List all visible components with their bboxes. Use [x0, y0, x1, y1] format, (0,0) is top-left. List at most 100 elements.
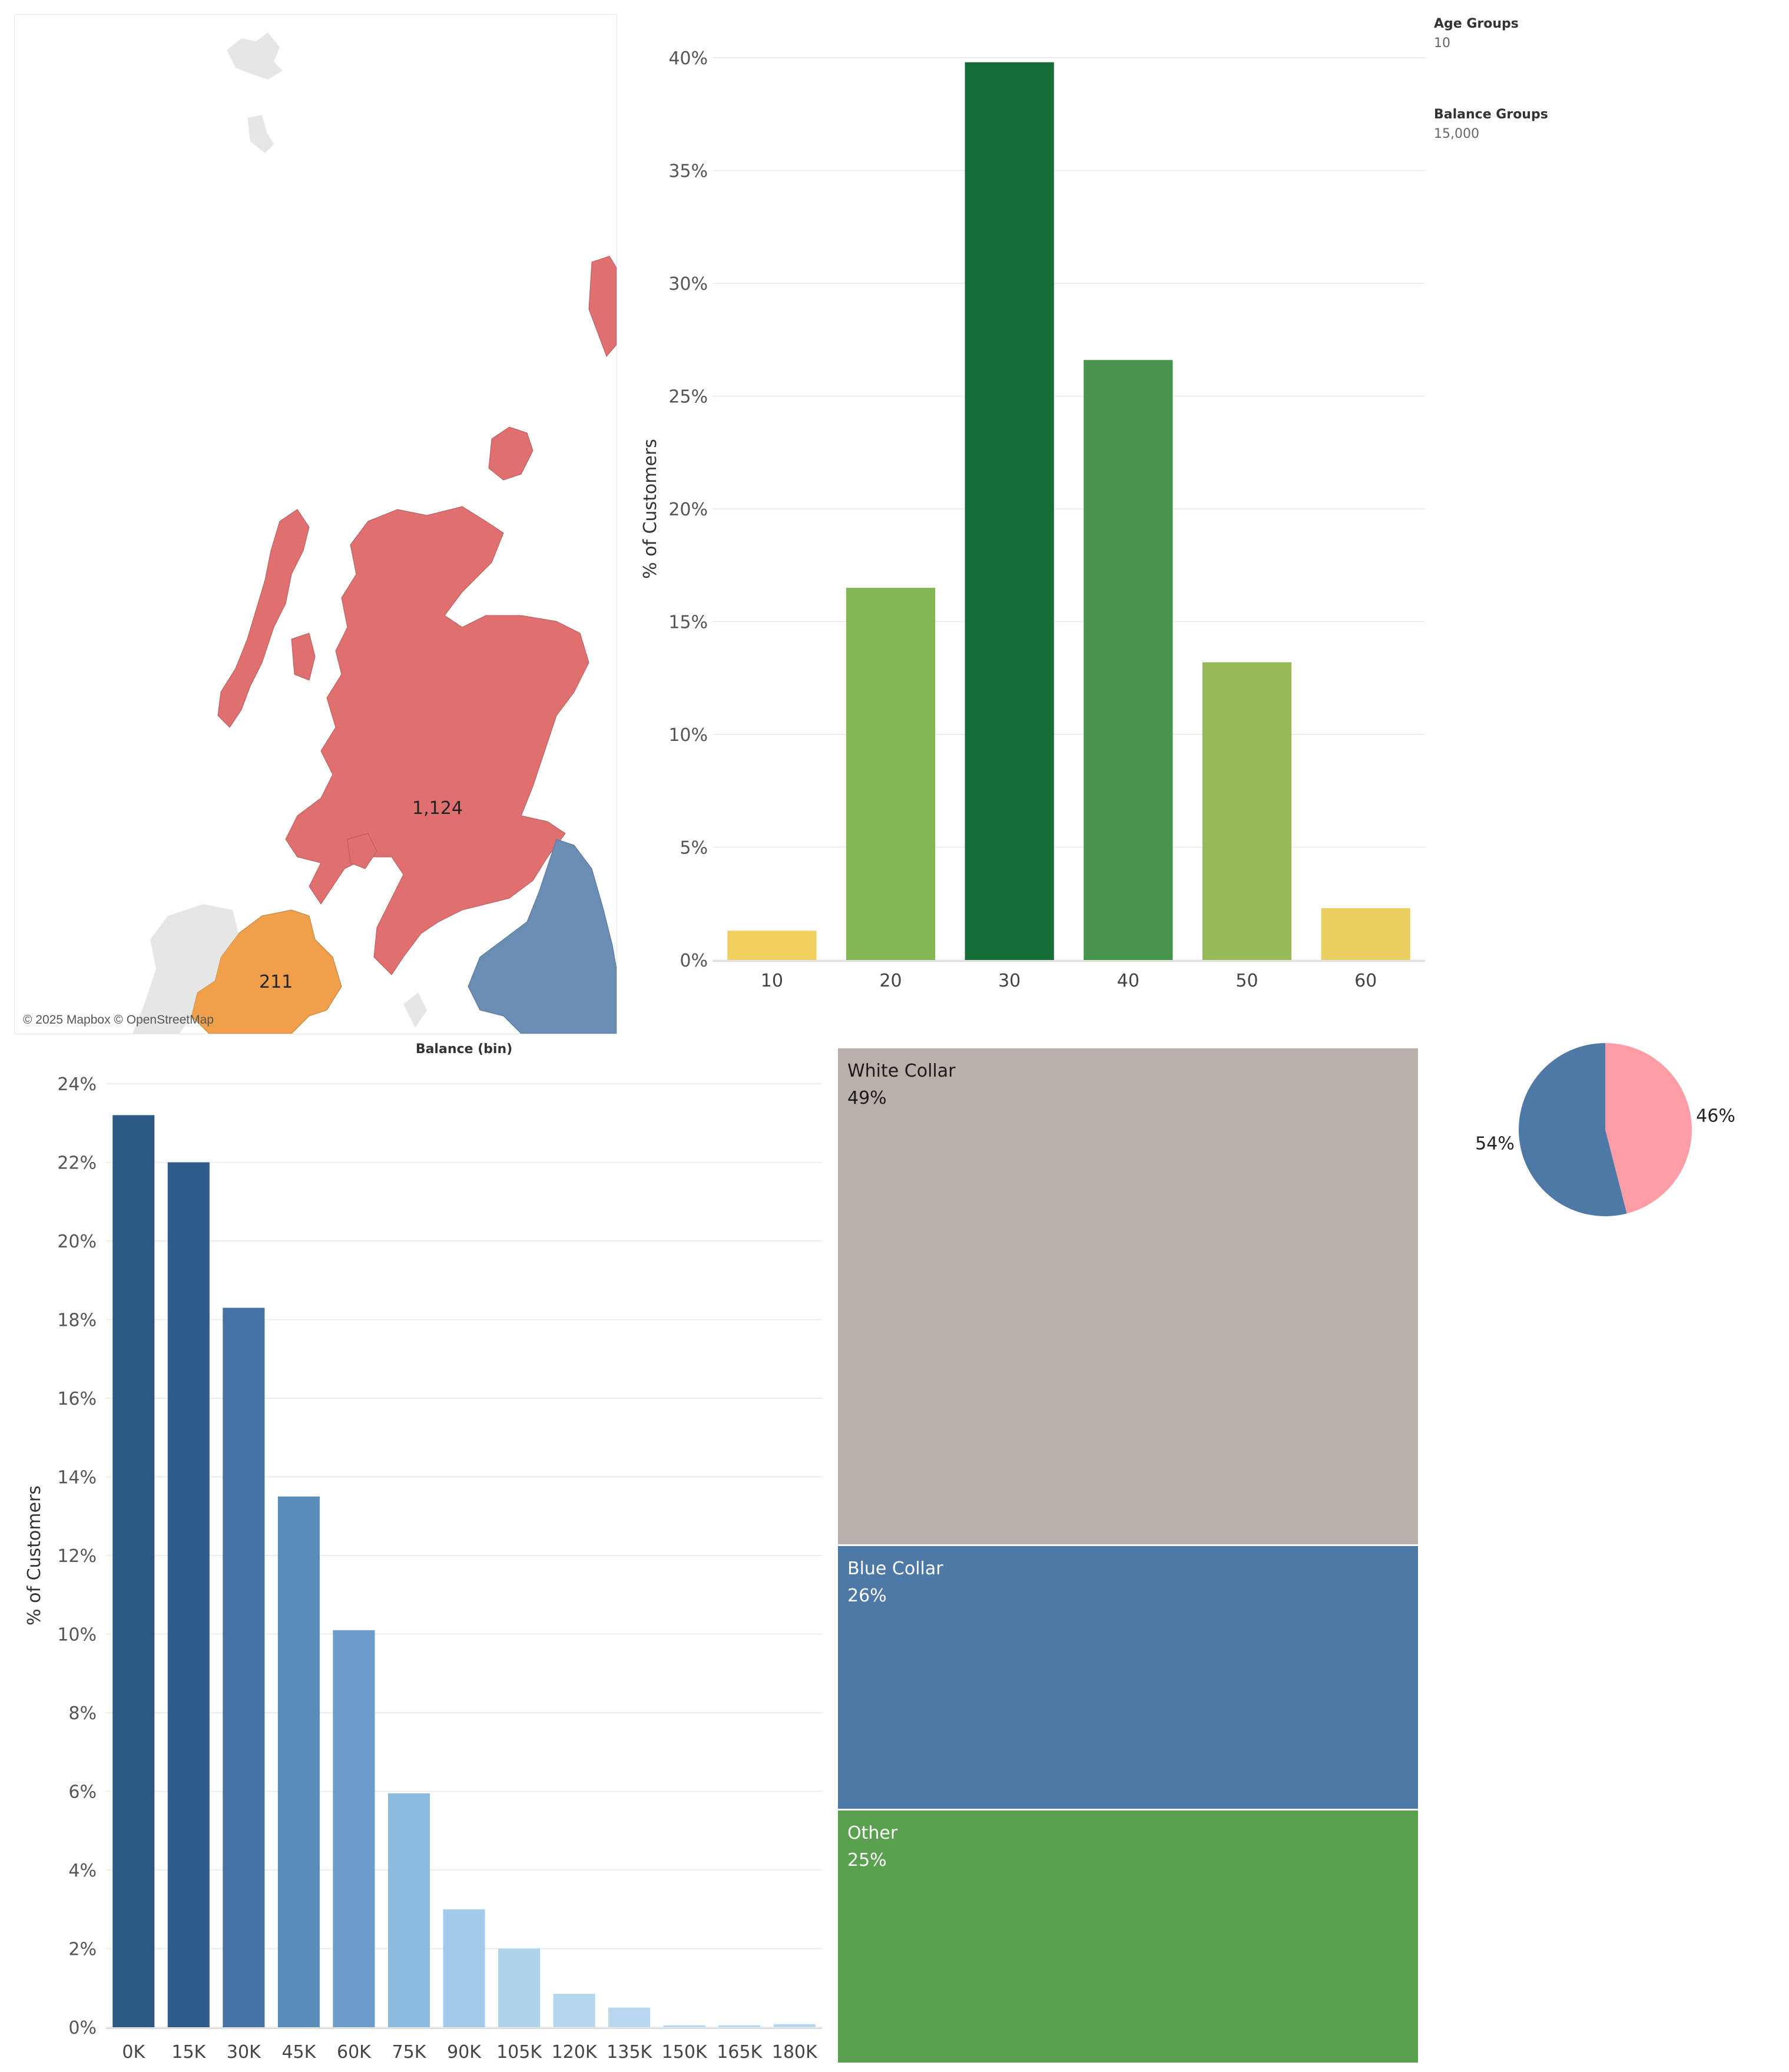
treemap-label: Blue Collar 26% [847, 1555, 943, 1610]
parameter-balance-groups-value[interactable]: 15,000 [1434, 127, 1479, 141]
treemap-cell[interactable]: White Collar 49% [838, 1048, 1418, 1544]
parameter-age-groups-value[interactable]: 10 [1434, 36, 1450, 51]
bar-75K[interactable] [387, 1793, 430, 2027]
y-tick-label: 10% [57, 1625, 97, 1646]
treemap-cell[interactable]: Other 25% [838, 1810, 1418, 2063]
map-canvas [132, 32, 617, 1034]
bar-30[interactable] [965, 62, 1054, 960]
map-orkney [488, 426, 534, 481]
balance-bin-bar-chart[interactable]: 0% 2% 4% 6% 8% 10% 12% 14% 16% 18% 20% 22% 24% % of C… [12, 1037, 836, 2070]
x-tick-label: 75K [392, 2042, 427, 2063]
y-tick-label: 30% [668, 274, 708, 294]
parameter-balance-groups[interactable]: Balance Groups 15,000 [1434, 107, 1548, 141]
bar-105K[interactable] [498, 1948, 541, 2028]
bar-180K[interactable] [773, 2024, 816, 2027]
map-land-shetland [227, 32, 283, 80]
y-tick-label: 22% [57, 1153, 97, 1174]
x-tick-label: 180K [772, 2042, 818, 2063]
map-inner-hebrides [291, 633, 316, 681]
map-land-ireland [132, 904, 238, 1034]
map-islay [347, 833, 377, 869]
chart-title: Balance (bin) [416, 1042, 512, 1057]
bar-15K[interactable] [167, 1162, 210, 2028]
y-tick-label: 24% [57, 1074, 97, 1095]
age-group-bar-chart[interactable]: 0% 5% 10% 15% 20% 25% 30% 35% 40% % of Customers 1… [630, 18, 1431, 1031]
x-tick-label: 165K [717, 2042, 763, 2063]
region-map[interactable]: 1,124 211 © 2025 Mapbox © OpenStreetMap [14, 14, 617, 1034]
x-tick-label: 90K [447, 2042, 482, 2063]
map-label-northern-ireland: 211 [259, 972, 293, 992]
x-tick-label: 50 [1235, 971, 1258, 991]
map-outer-hebrides [217, 509, 310, 728]
treemap-percent: 26% [847, 1586, 887, 1606]
bar-30K[interactable] [223, 1308, 265, 2027]
pie-label: 46% [1696, 1105, 1735, 1126]
treemap-category: White Collar [847, 1061, 956, 1081]
y-tick-label: 16% [57, 1389, 97, 1409]
parameter-age-groups[interactable]: Age Groups 10 [1434, 16, 1519, 51]
x-tick-label: 60K [337, 2042, 372, 2063]
y-tick-label: 4% [68, 1861, 97, 1881]
x-tick-label: 40 [1117, 971, 1139, 991]
treemap-label: Other 25% [847, 1820, 897, 1874]
map-land-isle-of-man [403, 992, 427, 1028]
map-islands-north [588, 256, 617, 357]
parameter-age-groups-title: Age Groups [1434, 16, 1519, 31]
treemap-category: Blue Collar [847, 1558, 943, 1579]
x-tick-label: 135K [607, 2042, 652, 2063]
y-tick-label: 20% [57, 1232, 97, 1252]
map-land-shetland-small [247, 115, 274, 153]
treemap-category: Other [847, 1823, 898, 1843]
y-tick-label: 0% [680, 951, 708, 971]
bar-60[interactable] [1321, 908, 1410, 960]
x-tick-label: 45K [281, 2042, 316, 2063]
y-tick-label: 6% [68, 1782, 97, 1803]
x-tick-label: 0K [122, 2042, 145, 2063]
treemap-percent: 49% [847, 1088, 887, 1108]
x-tick-label: 15K [171, 2042, 206, 2063]
y-tick-label: 18% [57, 1310, 97, 1331]
x-tick-label: 10 [761, 971, 783, 991]
y-tick-label: 25% [668, 387, 708, 408]
x-tick-label: 30K [227, 2042, 261, 2063]
x-tick-label: 150K [662, 2042, 708, 2063]
treemap-label: White Collar 49% [847, 1058, 955, 1112]
y-tick-label: 5% [680, 838, 708, 859]
bar-40[interactable] [1084, 360, 1173, 960]
treemap-cell[interactable]: Blue Collar 26% [838, 1546, 1418, 1809]
gender-pie-chart[interactable]: 46% 54% [1460, 1025, 1743, 1225]
bar-60K[interactable] [333, 1630, 375, 2027]
bar-50[interactable] [1202, 662, 1292, 960]
map-attribution[interactable]: © 2025 Mapbox © OpenStreetMap [23, 1013, 214, 1027]
y-tick-label: 40% [668, 48, 708, 69]
bar-120K[interactable] [553, 1994, 595, 2027]
y-tick-label: 2% [68, 1939, 97, 1960]
y-tick-label: 0% [68, 2018, 97, 2038]
y-axis-label: % of Customers [24, 1485, 45, 1626]
x-tick-label: 20 [879, 971, 902, 991]
bar-135K[interactable] [608, 2007, 651, 2027]
y-tick-label: 35% [668, 161, 708, 182]
bar-45K[interactable] [277, 1496, 320, 2027]
parameter-balance-groups-title: Balance Groups [1434, 107, 1548, 122]
y-tick-label: 14% [57, 1468, 97, 1488]
bar-0K[interactable] [112, 1115, 155, 2027]
y-tick-label: 20% [668, 499, 708, 520]
pie-slice[interactable] [1519, 1043, 1627, 1216]
pie-label: 54% [1475, 1134, 1515, 1154]
y-tick-label: 15% [668, 613, 708, 633]
bar-150K[interactable] [663, 2025, 705, 2027]
bar-10[interactable] [727, 931, 817, 960]
x-tick-label: 120K [552, 2042, 598, 2063]
bar-165K[interactable] [718, 2025, 761, 2027]
x-tick-label: 30 [998, 971, 1021, 991]
map-label-scotland: 1,124 [412, 798, 463, 819]
map-england-north [468, 839, 617, 1034]
y-tick-label: 10% [668, 725, 708, 746]
pie-slice[interactable] [1605, 1043, 1692, 1214]
occupation-treemap[interactable]: White Collar 49% Blue Collar 26% Other 25% [838, 1048, 1418, 2064]
bar-90K[interactable] [443, 1909, 485, 2027]
bar-20[interactable] [846, 588, 936, 960]
y-tick-label: 8% [68, 1703, 97, 1724]
y-axis-label: % of Customers [640, 439, 661, 579]
